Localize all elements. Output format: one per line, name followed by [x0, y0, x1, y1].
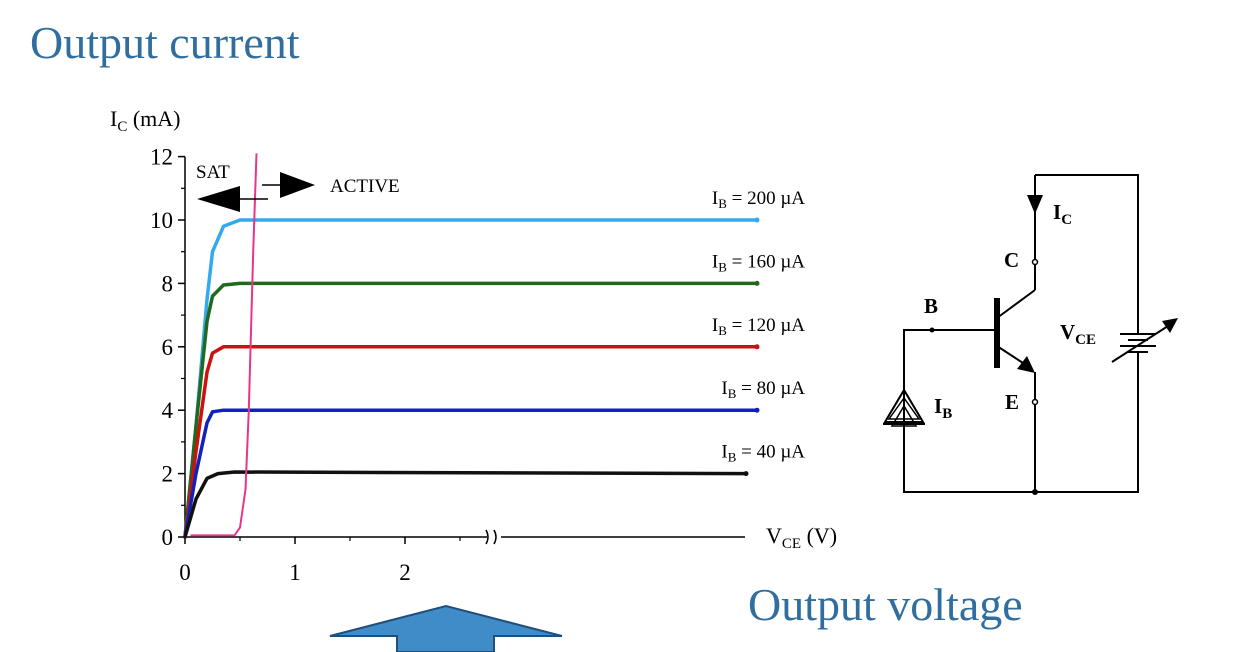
x-axis-label: VCE (V): [766, 523, 837, 552]
wire-top: [1035, 174, 1139, 330]
y-tick-label: 8: [162, 271, 174, 296]
collector-label: C: [1004, 248, 1019, 272]
emitter-terminal: [1031, 398, 1039, 406]
curve-line: [183, 408, 759, 539]
collector-terminal: [1031, 258, 1039, 266]
base-label: B: [924, 294, 938, 318]
curve-line: [183, 281, 759, 539]
transistor-emitter-leg: [996, 345, 1027, 366]
curve-end-point: [743, 471, 749, 477]
current-source-icon: [883, 388, 925, 427]
ic-arrow: [1027, 195, 1043, 214]
page-title: Output current: [30, 17, 300, 68]
curve-end-point: [754, 407, 760, 413]
curve-line: [183, 470, 748, 539]
x-tick-label: 1: [289, 560, 301, 585]
y-axis-label: IC (mA): [110, 106, 181, 135]
active-arrow: [280, 172, 315, 198]
sat-label: SAT: [196, 162, 230, 183]
axis-break-mark: [485, 529, 497, 545]
y-tick-label: 6: [162, 335, 174, 360]
base-terminal: [929, 327, 935, 333]
big-up-arrow: [329, 604, 563, 652]
curve-label: IB = 160 µA: [712, 251, 805, 274]
curve-end-point: [754, 280, 760, 286]
saturation-boundary-line: [190, 153, 258, 537]
sat-arrow: [197, 186, 240, 212]
x-tick-label: 0: [179, 560, 191, 585]
y-tick-label: 2: [162, 462, 174, 487]
curve-label: IB = 80 µA: [721, 378, 805, 401]
curve-label: IB = 120 µA: [712, 315, 805, 338]
vce-label: VCE: [1060, 320, 1096, 348]
ib-label: IB: [934, 394, 952, 422]
ic-label: IC: [1053, 200, 1072, 228]
y-tick-label: 10: [150, 208, 173, 233]
wire-loop: [903, 329, 1139, 493]
transistor-circuit: [883, 174, 1178, 495]
curve-label: IB = 200 µA: [712, 188, 805, 211]
emitter-arrow: [1017, 356, 1035, 373]
y-tick-label: 0: [162, 525, 174, 550]
ground-node: [1032, 489, 1038, 495]
region-indicator: SAT ACTIVE: [196, 162, 400, 212]
curve-label: IB = 40 µA: [721, 442, 805, 465]
page-subtitle: Output voltage: [748, 579, 1023, 630]
active-label: ACTIVE: [330, 176, 400, 197]
curve-end-point: [754, 344, 760, 350]
y-tick-label: 4: [162, 398, 174, 423]
curve-line: [183, 218, 759, 539]
transistor-collector-leg: [996, 289, 1036, 319]
emitter-label: E: [1005, 390, 1019, 414]
curve-line: [183, 345, 759, 539]
variable-battery-icon: [1111, 318, 1178, 363]
curve-end-point: [754, 217, 760, 223]
x-tick-label: 2: [399, 560, 411, 585]
y-tick-label: 12: [150, 145, 173, 170]
